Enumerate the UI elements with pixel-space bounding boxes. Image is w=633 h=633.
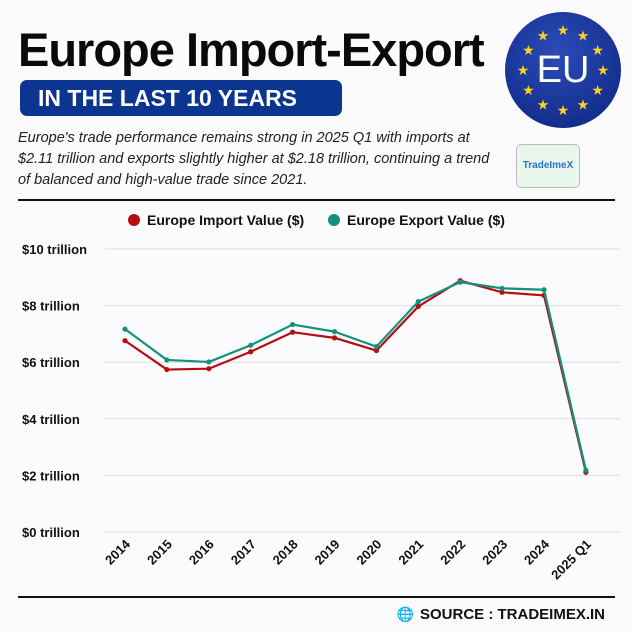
x-tick-label: 2023 xyxy=(479,537,510,568)
data-point-import xyxy=(331,335,338,341)
eu-flag-logo: ★ ★ ★ ★ ★ ★ ★ ★ ★ ★ ★ ★ EU xyxy=(505,12,621,128)
x-tick-label: 2024 xyxy=(521,536,553,568)
x-tick-label: 2018 xyxy=(270,537,301,568)
legend: Europe Import Value ($) Europe Export Va… xyxy=(0,212,633,229)
data-point-export xyxy=(499,285,505,291)
eu-star-icon: ★ xyxy=(591,42,604,58)
data-point-import xyxy=(499,289,505,295)
y-tick-label: $2 trillion xyxy=(22,468,80,483)
legend-item-export: Europe Export Value ($) xyxy=(328,212,505,228)
y-tick-label: $6 trillion xyxy=(22,355,80,370)
eu-star-icon: ★ xyxy=(577,27,590,43)
x-tick-label: 2019 xyxy=(312,537,343,568)
data-point-export xyxy=(248,342,254,348)
x-tick-label: 2022 xyxy=(437,537,468,568)
data-point-import xyxy=(122,338,128,344)
subtitle-badge: IN THE LAST 10 YEARS xyxy=(20,80,342,116)
x-tick-label: 2021 xyxy=(395,537,426,568)
series-line-import xyxy=(124,279,587,473)
y-tick-label: $10 trillion xyxy=(22,242,87,257)
data-point-export xyxy=(457,279,463,285)
data-point-export xyxy=(373,344,379,350)
data-point-export xyxy=(206,359,212,365)
x-tick-label: 2025 Q1 xyxy=(548,537,594,583)
eu-star-icon: ★ xyxy=(522,42,535,58)
source-text: SOURCE : TRADEIMEX.IN xyxy=(419,606,605,623)
data-point-import xyxy=(248,349,254,355)
eu-star-icon: ★ xyxy=(557,102,570,118)
description: Europe's trade performance remains stron… xyxy=(18,130,490,188)
bottom-divider xyxy=(18,596,615,598)
stars-icon: ★ ★★★★★★★★★★★ xyxy=(517,22,610,118)
x-tick-label: 2015 xyxy=(144,537,175,568)
data-point-import xyxy=(290,329,296,335)
x-tick-label: 2017 xyxy=(228,537,259,568)
x-tick-label: 2016 xyxy=(186,537,217,568)
legend-label-export: Europe Export Value ($) xyxy=(347,212,505,228)
eu-star-icon: ★ xyxy=(537,27,550,43)
eu-star-icon: ★ xyxy=(522,82,535,98)
data-point-import xyxy=(206,366,212,372)
globe-icon: 🌐 xyxy=(396,606,414,622)
eu-star-icon: ★ xyxy=(591,82,604,98)
data-point-export xyxy=(415,299,421,305)
top-divider xyxy=(18,199,615,201)
eu-badge-text: EU xyxy=(536,49,590,91)
series-line-export xyxy=(124,281,587,471)
brand-logo: TradeImeX xyxy=(516,144,580,188)
data-point-export xyxy=(583,467,589,473)
data-point-import xyxy=(415,303,421,310)
x-tick-label: 2014 xyxy=(102,536,134,568)
y-tick-label: $8 trillion xyxy=(22,299,80,314)
eu-star-icon: ★ xyxy=(557,22,570,38)
data-point-import xyxy=(373,347,379,354)
eu-star-icon: ★ xyxy=(577,97,590,113)
data-point-export xyxy=(164,357,170,363)
data-point-export xyxy=(290,321,296,328)
import-dot-icon xyxy=(128,214,141,226)
x-tick-label: 2020 xyxy=(353,537,384,568)
legend-label-import: Europe Import Value ($) xyxy=(147,212,305,228)
y-tick-label: $0 trillion xyxy=(22,525,80,540)
legend-item-import: Europe Import Value ($) xyxy=(128,212,304,228)
eu-star-icon: ★ xyxy=(537,97,550,113)
export-dot-icon xyxy=(328,214,341,226)
data-point-export xyxy=(122,326,128,332)
y-tick-label: $4 trillion xyxy=(22,412,80,427)
eu-star-icon: ★ xyxy=(517,62,530,78)
data-point-import xyxy=(164,366,170,373)
data-point-export xyxy=(541,287,547,293)
source-credit: 🌐 SOURCE : TRADEIMEX.IN xyxy=(397,606,605,623)
eu-star-icon: ★ xyxy=(597,62,610,78)
page-title: Europe Import-Export xyxy=(18,23,485,76)
data-point-export xyxy=(331,329,338,335)
